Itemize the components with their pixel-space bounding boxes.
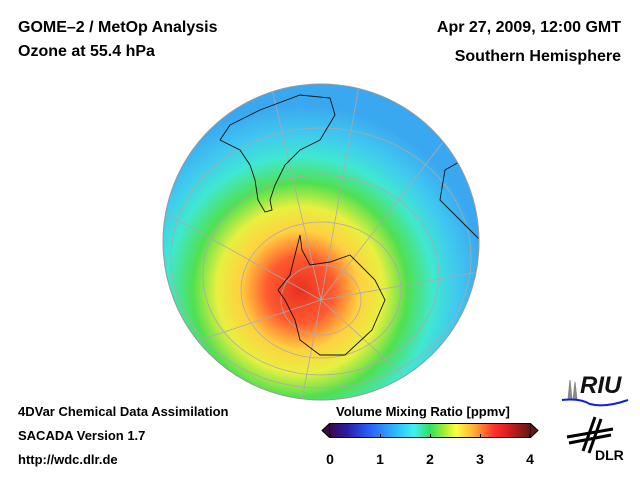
- tick-mark: [430, 434, 431, 438]
- tick-mark: [529, 434, 530, 438]
- datetime: Apr 27, 2009, 12:00 GMT: [436, 19, 621, 36]
- globe-disc: [163, 84, 479, 400]
- tick-mark: [480, 434, 481, 438]
- south-america-coast: [219, 94, 336, 213]
- footer-line1: 4DVar Chemical Data Assimilation: [18, 404, 229, 419]
- riu-logo-text: RIU: [580, 372, 622, 399]
- dlr-logo-text: DLR: [595, 447, 624, 463]
- graticule: [163, 84, 479, 400]
- tick-mark: [330, 434, 331, 438]
- footer-url[interactable]: http://wdc.dlr.de: [18, 452, 118, 467]
- antarctica-coast: [277, 234, 386, 356]
- coastlines: [219, 94, 479, 356]
- tick-label-3: 3: [476, 451, 484, 467]
- region: Southern Hemisphere: [454, 48, 621, 65]
- title-line2: Ozone at 55.4 hPa: [18, 43, 155, 60]
- africa-coast: [439, 149, 479, 241]
- tick-label-1: 1: [376, 451, 384, 467]
- colorbar-title: Volume Mixing Ratio [ppmv]: [336, 404, 510, 419]
- tick-label-2: 2: [426, 451, 434, 467]
- tick-mark: [380, 434, 381, 438]
- dlr-logo-graphic: [566, 416, 614, 454]
- dlr-logo: DLR: [565, 415, 630, 465]
- tick-label-0: 0: [326, 451, 334, 467]
- riu-logo-graphic: [561, 379, 629, 407]
- tick-label-4: 4: [526, 451, 534, 467]
- footer-line2: SACADA Version 1.7: [18, 428, 146, 443]
- title-line1: GOME–2 / MetOp Analysis: [18, 19, 218, 36]
- riu-logo: RIU: [560, 372, 630, 408]
